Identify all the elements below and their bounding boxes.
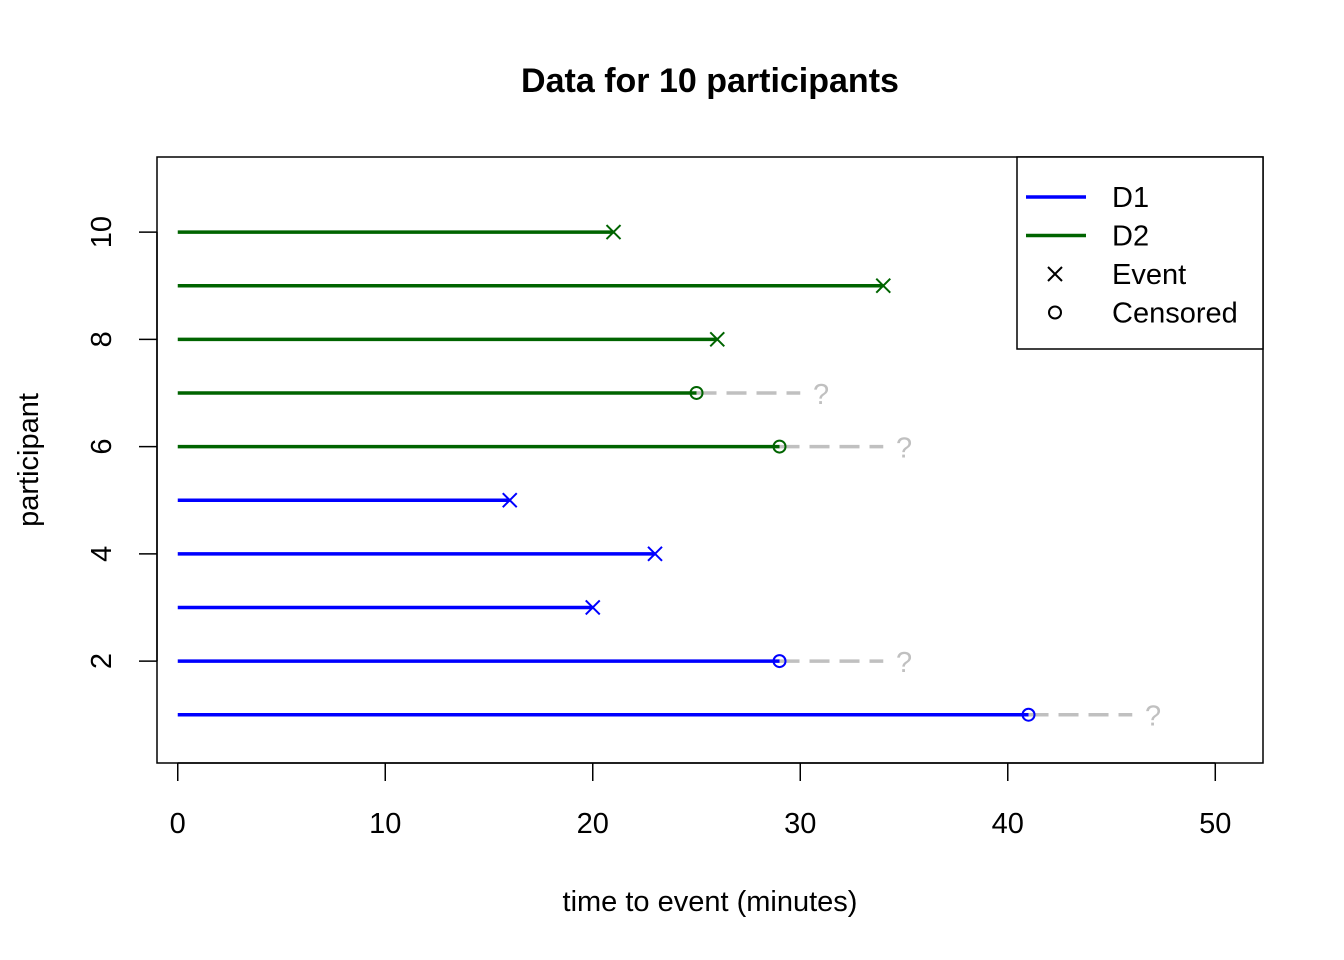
legend: D1 D2 Event Censored bbox=[1016, 156, 1264, 350]
y-tick-label: 8 bbox=[86, 331, 118, 347]
event-marker bbox=[585, 599, 601, 616]
x-tick-label: 0 bbox=[170, 808, 186, 840]
event-marker bbox=[875, 278, 891, 294]
event-marker bbox=[709, 331, 725, 348]
x-tick-label: 50 bbox=[1199, 808, 1231, 840]
censored-marker bbox=[689, 385, 704, 400]
event-marker bbox=[605, 224, 622, 240]
legend-label: Event bbox=[1112, 259, 1186, 291]
legend-label: Censored bbox=[1112, 298, 1238, 330]
censored-question-mark: ? bbox=[896, 647, 912, 679]
event-marker bbox=[647, 546, 663, 562]
x-tick-label: 10 bbox=[369, 808, 401, 840]
legend-label: D1 bbox=[1112, 182, 1149, 214]
legend-label: D2 bbox=[1112, 221, 1149, 253]
legend-event-marker bbox=[1047, 266, 1063, 282]
x-tick-label: 30 bbox=[784, 808, 816, 840]
censored-marker bbox=[772, 439, 787, 454]
censored-question-mark: ? bbox=[896, 433, 912, 465]
x-axis: 0 10 20 30 40 50 bbox=[170, 762, 1231, 840]
chart-title: Data for 10 participants bbox=[521, 62, 899, 100]
y-tick-label: 4 bbox=[86, 546, 118, 562]
x-tick-label: 20 bbox=[577, 808, 609, 840]
legend-censored-marker bbox=[1048, 305, 1062, 320]
censored-marker bbox=[1021, 707, 1036, 722]
y-tick-label: 6 bbox=[86, 439, 118, 455]
x-axis-label: time to event (minutes) bbox=[563, 886, 858, 918]
participant-lines: ???? bbox=[177, 224, 1161, 733]
x-tick-label: 40 bbox=[992, 808, 1024, 840]
y-axis-label: participant bbox=[13, 393, 45, 527]
censored-question-mark: ? bbox=[1145, 701, 1161, 733]
y-tick-label: 2 bbox=[86, 653, 118, 669]
censored-marker bbox=[772, 654, 787, 669]
y-axis: 2 4 6 8 10 bbox=[86, 216, 158, 669]
event-marker bbox=[502, 492, 518, 508]
censored-question-mark: ? bbox=[813, 379, 829, 411]
y-tick-label: 10 bbox=[86, 216, 118, 248]
